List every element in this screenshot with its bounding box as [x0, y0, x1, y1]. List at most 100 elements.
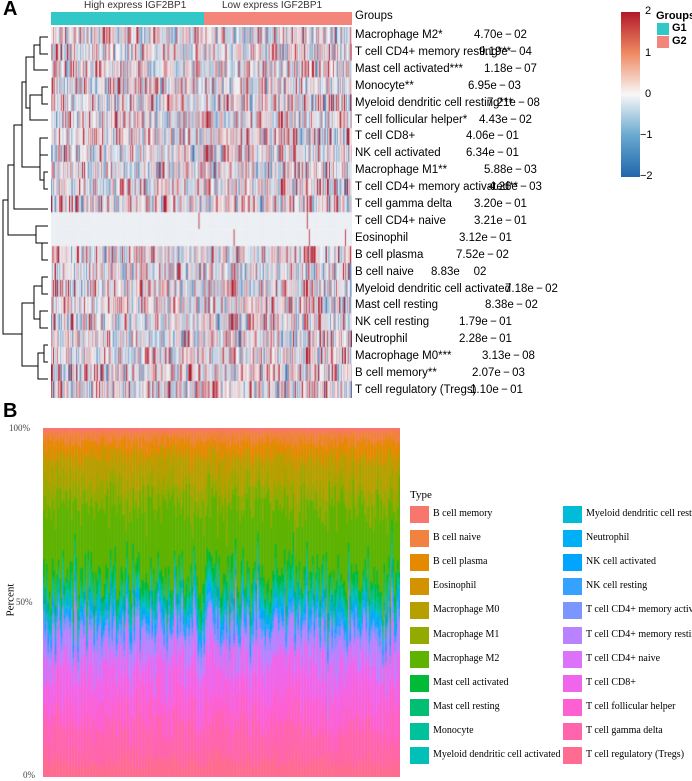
type-legend-label: Mast cell activated — [433, 676, 509, 688]
heatmap-row-label: B cell memory** — [355, 367, 437, 379]
type-legend-label: Monocyte — [433, 724, 474, 736]
colorbar-tick-neg1: −1 — [640, 129, 653, 141]
heatmap-row-pvalue: 9.19e − 04 — [479, 45, 532, 58]
type-legend-label: Myeloid dendritic cell resting — [586, 508, 692, 519]
heatmap-row-label: Monocyte** — [355, 79, 414, 92]
heatmap-row-label: Eosinophil — [355, 231, 409, 244]
type-legend-swatch — [410, 530, 429, 548]
heatmap-row-pvalue: 3.12e − 01 — [459, 231, 512, 244]
heatmap-row-pvalue: 7.52e − 02 — [456, 248, 509, 261]
panel-a-label: A — [3, 0, 18, 20]
type-legend-label: Myeloid dendritic cell activated — [433, 749, 561, 760]
heatmap-row-pvalue: 3.20e − 01 — [474, 198, 527, 210]
heatmap-row-label: Myeloid dendritic cell activated — [355, 282, 511, 295]
heatmap-row-pvalue: 3.21e − 01 — [474, 214, 527, 227]
y-tick-100: 100% — [9, 423, 30, 433]
immune-heatmap — [51, 27, 352, 398]
type-legend-label: T cell gamma delta — [586, 724, 663, 736]
heatmap-row-pvalue: 1.79e − 01 — [459, 316, 512, 329]
type-legend-title: Type — [410, 489, 432, 501]
heatmap-row-label: Macrophage M2* — [355, 29, 443, 41]
groups-legend-g1-label: G1 — [672, 22, 687, 34]
type-legend-label: NK cell activated — [586, 556, 656, 568]
heatmap-row-pvalue: 4.26e − 03 — [489, 181, 542, 194]
stacked-percent-chart — [43, 428, 400, 777]
colorbar-tick-neg2: −2 — [640, 170, 653, 182]
group-bar-low — [204, 12, 352, 25]
heatmap-row-pvalue: 4.43e − 02 — [479, 113, 532, 126]
type-legend-label: Macrophage M1 — [433, 628, 500, 640]
type-legend-swatch — [563, 674, 582, 692]
colorbar-tick-1: 1 — [645, 47, 652, 59]
type-legend-swatch — [563, 602, 582, 620]
heatmap-row-pvalue: 1.10e − 01 — [470, 383, 523, 396]
heatmap-row-label: T cell CD4+ naive — [355, 214, 446, 227]
type-legend-swatch — [410, 602, 429, 620]
heatmap-row-label: B cell naive — [355, 265, 414, 278]
type-legend-label: T cell CD4+ naive — [586, 652, 661, 664]
groups-legend-title: Groups — [656, 10, 692, 22]
heatmap-row-pvalue: 4.06e − 01 — [466, 130, 519, 143]
heatmap-row-label: T cell CD4+ memory activated** — [355, 181, 519, 194]
type-legend-swatch — [410, 674, 429, 692]
groups-legend-g2-label: G2 — [672, 35, 687, 47]
type-legend-swatch — [563, 698, 582, 716]
groups-row-label: Groups — [355, 10, 393, 22]
heatmap-row-pvalue: 1.18e − 07 — [484, 62, 537, 75]
type-legend-swatch — [563, 506, 582, 523]
type-legend-swatch — [563, 722, 582, 740]
type-legend-label: B cell memory — [433, 508, 493, 519]
heatmap-row-pvalue: 6.34e − 01 — [466, 147, 519, 160]
heatmap-row-label: Macrophage M0*** — [355, 350, 452, 363]
y-tick-0: 0% — [23, 770, 35, 780]
type-legend-swatch — [563, 650, 582, 668]
type-legend-swatch — [563, 530, 582, 548]
type-legend-label: T cell CD4+ memory activated — [586, 604, 692, 616]
y-tick-50: 50% — [16, 597, 33, 607]
heatmap-row-label: Myeloid dendritic cell resting*** — [355, 96, 513, 109]
group-bar-high — [51, 12, 204, 25]
low-express-label: Low express IGF2BP1 — [222, 0, 323, 11]
heatmap-row-label: B cell plasma — [355, 248, 424, 261]
type-legend-label: Eosinophil — [433, 580, 477, 592]
heatmap-row-label: T cell regulatory (Tregs) — [355, 383, 477, 396]
heatmap-row-label: T cell gamma delta — [355, 198, 452, 210]
type-legend-label: Neutrophil — [586, 532, 630, 544]
heatmap-row-pvalue: 8.83e 02 — [431, 265, 487, 278]
heatmap-row-label: T cell CD8+ — [355, 130, 416, 143]
heatmap-row-label: T cell CD4+ memory resting*** — [355, 45, 512, 58]
heatmap-row-pvalue: 7.21e − 08 — [487, 96, 540, 109]
row-dendrogram — [2, 36, 48, 380]
type-legend-label: Macrophage M0 — [433, 604, 500, 616]
type-legend-swatch — [410, 698, 429, 716]
type-legend-label: Mast cell resting — [433, 700, 500, 712]
heatmap-row-pvalue: 7.18e − 02 — [505, 282, 558, 295]
type-legend-swatch — [410, 506, 429, 523]
groups-legend-g2-swatch — [657, 36, 669, 48]
type-legend-swatch — [563, 554, 582, 572]
high-express-label: High express IGF2BP1 — [84, 0, 187, 11]
heatmap-row-pvalue: 8.38e − 02 — [485, 299, 538, 312]
type-legend-swatch — [410, 650, 429, 668]
type-legend-swatch — [563, 747, 582, 764]
heatmap-row-pvalue: 2.07e − 03 — [472, 367, 525, 379]
type-legend-swatch — [410, 578, 429, 596]
type-legend-swatch — [563, 578, 582, 596]
y-axis-title: Percent — [4, 583, 17, 617]
type-legend-swatch — [410, 554, 429, 572]
type-legend-label: B cell naive — [433, 532, 481, 544]
type-legend-label: Macrophage M2 — [433, 652, 500, 664]
heatmap-row-label: Mast cell activated*** — [355, 62, 464, 75]
heatmap-row-label: NK cell activated — [355, 147, 441, 160]
panel-b-label: B — [3, 400, 18, 422]
heatmap-row-pvalue: 6.95e − 03 — [468, 79, 521, 92]
type-legend-swatch — [410, 626, 429, 644]
heatmap-row-label: NK cell resting — [355, 316, 430, 329]
heatmap-row-label: T cell follicular helper* — [355, 113, 468, 126]
type-legend-swatch — [410, 747, 429, 764]
heatmap-row-label: Macrophage M1** — [355, 164, 448, 177]
heatmap-row-pvalue: 3.13e − 08 — [482, 350, 535, 363]
groups-legend-g1-swatch — [657, 23, 669, 35]
type-legend-label: NK cell resting — [586, 580, 648, 592]
heatmap-row-pvalue: 4.70e − 02 — [474, 29, 527, 41]
